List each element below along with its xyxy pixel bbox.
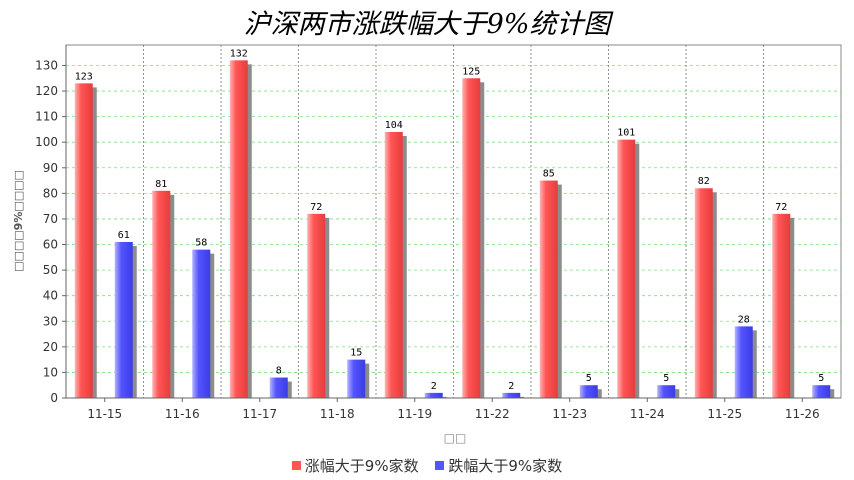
legend-label-fall: 跌幅大于9%家数 [448,457,563,475]
legend-swatch-rise [291,461,301,470]
data-label: 15 [350,348,362,359]
bar-fall-11-23 [579,385,598,398]
bar-rise-11-26 [772,213,791,398]
data-label: 5 [818,373,824,384]
y-tick-label: 120 [35,84,58,98]
bar-fall-11-16 [192,249,211,398]
bar-rise-11-15 [74,83,93,398]
legend-swatch-fall [435,461,445,470]
x-tick-label: 11-24 [630,407,665,421]
data-label: 104 [385,120,403,131]
y-tick-label: 0 [50,391,58,405]
y-tick-label: 110 [35,110,58,124]
legend: 涨幅大于9%家数 跌幅大于9%家数 [0,455,854,476]
bar-rise-11-16 [152,190,171,398]
data-label: 8 [276,366,282,377]
bar-rise-11-23 [539,180,558,398]
y-tick-label: 60 [43,238,58,252]
data-label: 123 [75,71,93,82]
x-tick-label: 11-19 [397,407,432,421]
y-tick-label: 130 [35,58,58,72]
bar-fall-11-24 [657,385,676,398]
data-label: 132 [230,48,248,59]
axes: 0 10 20 30 40 50 60 70 80 90 100 110 120 130 11-15 11-1… [35,45,841,421]
data-label: 5 [586,373,592,384]
data-label: 81 [155,179,167,190]
y-tick-label: 40 [43,289,58,303]
bar-rise-11-17 [229,60,248,398]
bar-fall-11-15 [114,241,133,398]
x-tick-label: 11-23 [552,407,587,421]
x-tick-label: 11-26 [785,407,820,421]
y-tick-label: 20 [43,340,58,354]
bar-rise-11-22 [462,78,481,398]
bar-rise-11-19 [384,131,403,398]
bar-fall-11-18 [347,359,366,398]
data-label: 28 [738,314,750,325]
bars [74,60,835,398]
y-tick-label: 90 [43,161,58,175]
y-tick-label: 80 [43,186,58,200]
bar-fall-11-19 [424,392,443,398]
bar-fall-11-17 [269,377,288,398]
data-label: 72 [310,202,322,213]
y-tick-label: 30 [43,314,58,328]
bar-rise-11-24 [617,139,636,398]
x-tick-label: 11-15 [87,407,122,421]
data-label: 61 [118,230,130,241]
y-tick-label: 50 [43,263,58,277]
bar-fall-11-26 [812,385,831,398]
x-tick-label: 11-22 [475,407,510,421]
x-axis-label: □□ [444,431,467,445]
y-tick-label: 100 [35,135,58,149]
data-label: 125 [462,66,480,77]
grid-lines [66,45,841,398]
data-label: 72 [775,202,787,213]
x-tick-label: 11-25 [707,407,742,421]
y-axis-label: □□□□9%□□□□ [12,170,25,272]
legend-label-rise: 涨幅大于9%家数 [304,457,419,475]
chart-title: 沪深两市涨跌幅大于9%统计图 [243,9,611,40]
data-label: 85 [543,169,555,180]
x-tick-label: 11-18 [320,407,355,421]
bar-fall-11-25 [734,326,753,398]
y-tick-label: 10 [43,365,58,379]
value-labels: 123 61 81 58 132 8 72 15 104 2 125 2 85 5 101 5 82 28 72 5 [75,48,825,392]
data-label: 58 [195,238,207,249]
data-label: 5 [663,373,669,384]
legend-item-fall: 跌幅大于9%家数 [435,455,562,476]
data-label: 2 [508,381,514,392]
bar-fall-11-22 [502,392,521,398]
data-label: 82 [698,176,710,187]
bar-rise-11-18 [307,213,326,398]
data-label: 101 [617,128,635,139]
x-tick-label: 11-16 [165,407,200,421]
bar-rise-11-25 [694,188,713,398]
legend-item-rise: 涨幅大于9%家数 [291,455,419,476]
x-tick-label: 11-17 [242,407,277,421]
data-label: 2 [431,381,437,392]
y-tick-label: 70 [43,212,58,226]
